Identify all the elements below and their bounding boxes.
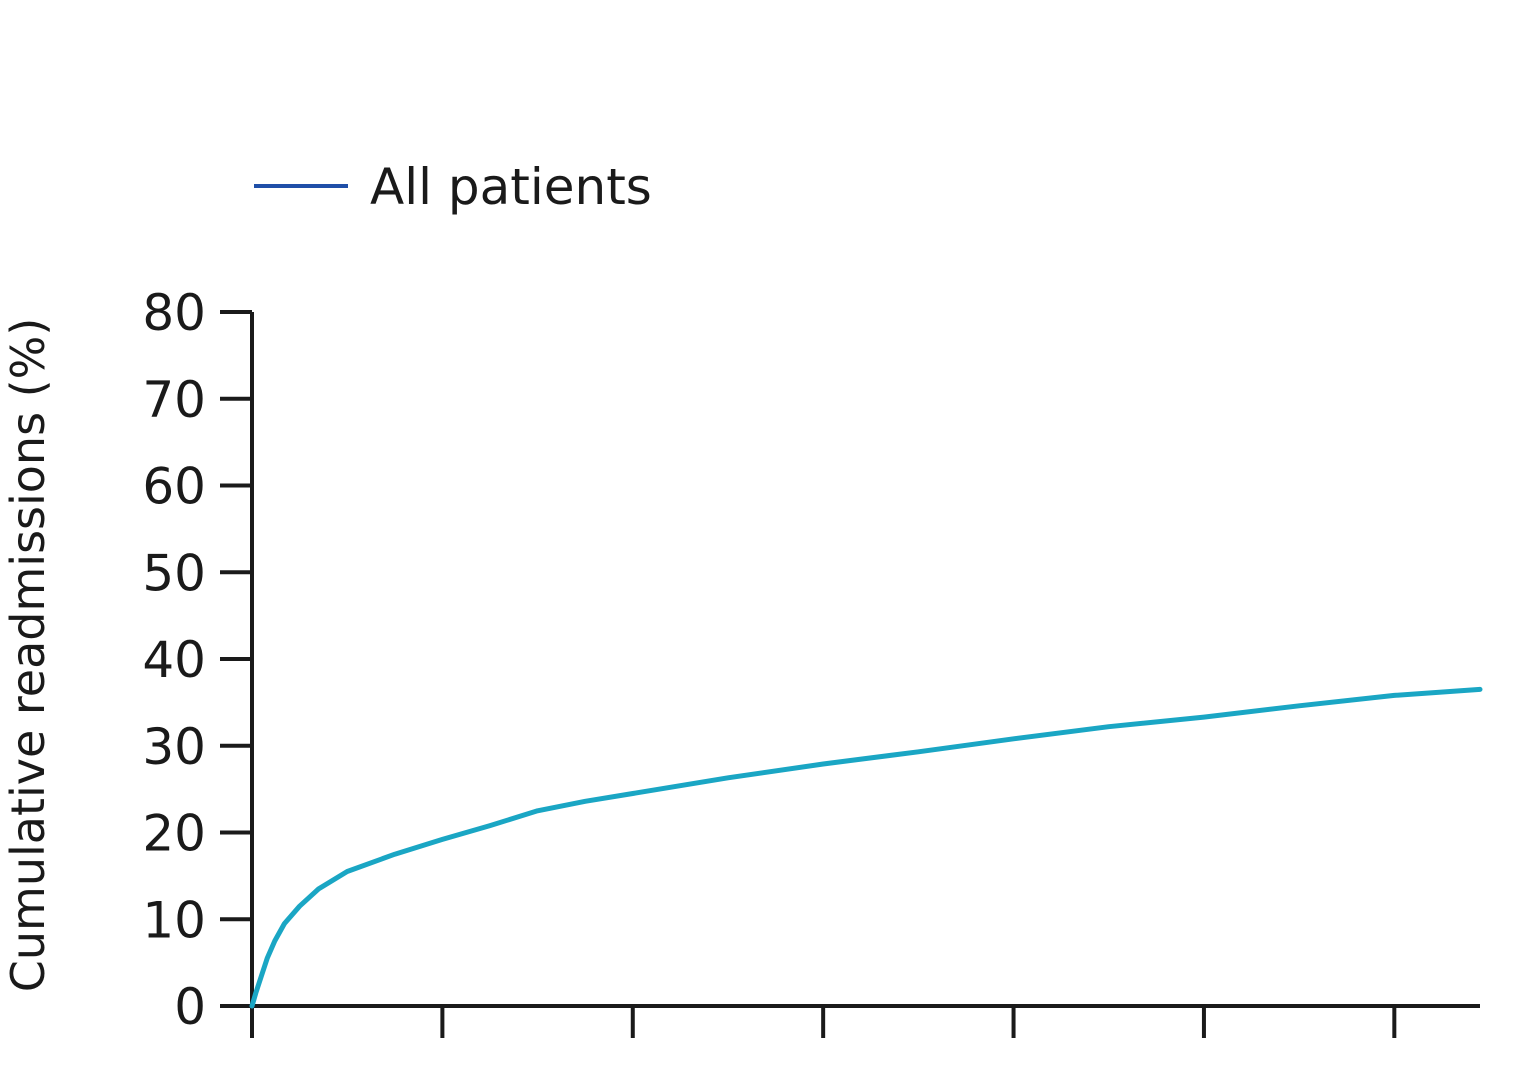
y-tick-label-30: 30 (142, 718, 206, 776)
series-line-0 (249, 686, 1483, 1009)
y-tick-label-40: 40 (142, 631, 206, 689)
plot-area (249, 686, 1483, 1009)
y-tick-label-70: 70 (142, 371, 206, 429)
y-tick-label-10: 10 (142, 891, 206, 949)
y-tick-label-50: 50 (142, 544, 206, 602)
y-tick-label-80: 80 (142, 284, 206, 342)
legend-label-all-patients: All patients (370, 158, 652, 216)
legend: All patients (254, 158, 652, 216)
y-tick-label-0: 0 (174, 978, 206, 1036)
y-tick-label-20: 20 (142, 805, 206, 863)
y-tick-label-60: 60 (142, 458, 206, 516)
x-axis (220, 1004, 1480, 1038)
y-axis-title: Cumulative readmissions (%) (1, 318, 55, 993)
y-axis: 0 10 20 30 40 50 60 70 80 (142, 284, 254, 1036)
